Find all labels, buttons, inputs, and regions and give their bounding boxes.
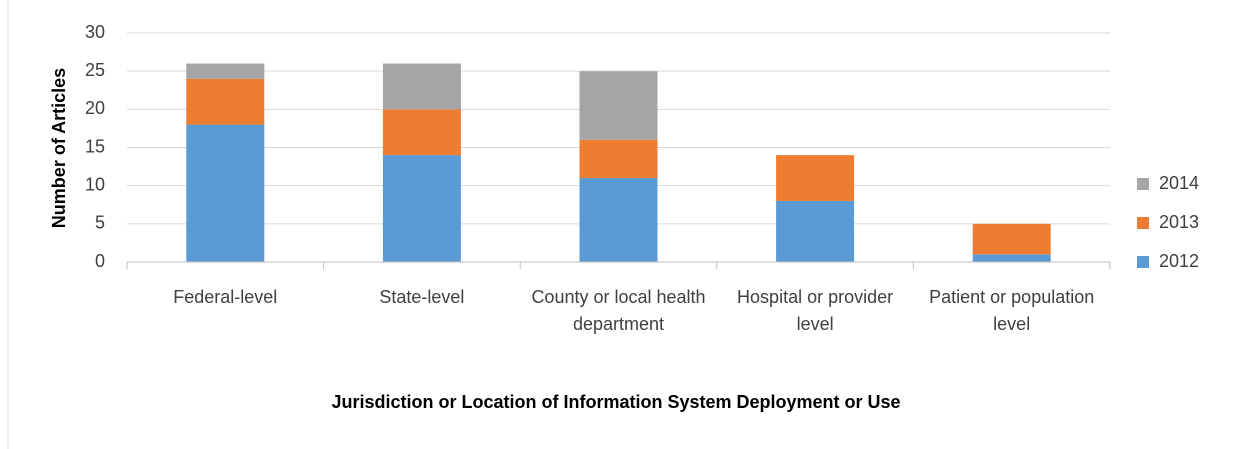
legend-label: 2013 — [1159, 212, 1199, 232]
bar-segment — [579, 71, 658, 140]
y-tick-label: 10 — [85, 174, 105, 194]
bar-segment — [382, 109, 461, 156]
bar-segment — [186, 124, 265, 262]
x-tick-label: Federal-level — [173, 287, 278, 307]
bar-segment — [776, 155, 855, 201]
legend-swatch — [1137, 178, 1149, 190]
y-tick-label: 25 — [85, 60, 105, 80]
legend-label: 2012 — [1159, 251, 1199, 271]
y-tick-label: 15 — [85, 136, 105, 156]
x-tick-label: Patient or population level — [929, 287, 1095, 334]
x-tick-label: Hospital or provider level — [737, 287, 894, 334]
y-tick-label: 20 — [85, 98, 105, 118]
y-axis-title: Number of Articles — [49, 68, 69, 228]
x-tick-label: State-level — [379, 287, 465, 307]
bar-segment — [776, 200, 855, 262]
x-axis-title: Jurisdiction or Location of Information … — [331, 392, 900, 412]
bar-segment — [972, 254, 1051, 262]
legend-swatch — [1137, 256, 1149, 268]
bar-segment — [972, 223, 1051, 255]
legend-label: 2014 — [1159, 173, 1199, 193]
bar-segment — [186, 78, 265, 125]
bar-segment — [186, 63, 265, 79]
bar-segment — [382, 155, 461, 262]
bar-segment — [579, 178, 658, 262]
y-tick-label: 0 — [95, 251, 105, 271]
bar-segment — [579, 139, 658, 179]
y-tick-label: 30 — [85, 22, 105, 42]
legend-swatch — [1137, 217, 1149, 229]
bar-segment — [382, 63, 461, 110]
y-tick-label: 5 — [95, 213, 105, 233]
x-tick-label: County or local health department — [531, 287, 706, 334]
